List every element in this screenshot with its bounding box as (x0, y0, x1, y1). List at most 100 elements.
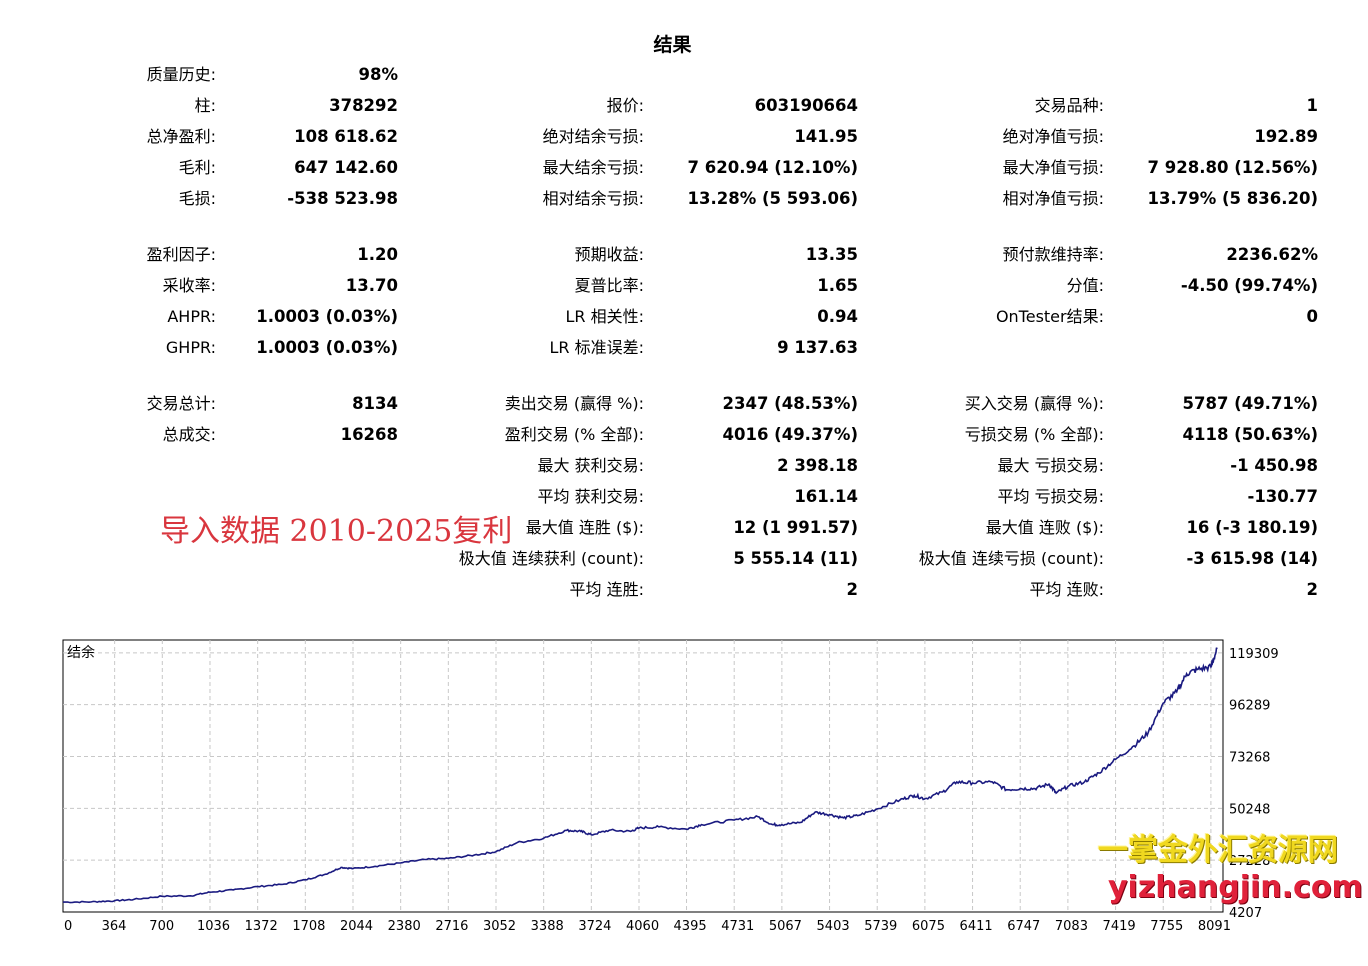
stat-value: 2 (846, 580, 858, 599)
stat-value: 647 142.60 (294, 158, 398, 177)
y-tick-label: 27228 (1229, 854, 1270, 869)
stat-label: LR 标准误差: (549, 338, 644, 357)
stat-label: 卖出交易 (赢得 %): (504, 394, 644, 413)
y-tick-label: 73268 (1229, 750, 1270, 765)
stat-value: 108 618.62 (294, 127, 398, 146)
stat-label: 最大结余亏损: (542, 158, 644, 177)
y-tick-label: 4207 (1229, 906, 1262, 921)
stat-label: 极大值 连续获利 (count): (458, 549, 644, 568)
stat-value: 98% (358, 65, 399, 84)
x-tick-label: 4060 (626, 919, 659, 934)
x-tick-label: 3052 (483, 919, 516, 934)
stat-label: 平均 亏损交易: (997, 487, 1104, 506)
stat-label: 总净盈利: (146, 127, 216, 146)
stat-value: 161.14 (794, 487, 858, 506)
stat-label: AHPR: (167, 307, 216, 326)
x-tick-label: 1708 (292, 919, 325, 934)
balance-series-line (63, 647, 1218, 904)
stat-value: -3 615.98 (14) (1186, 549, 1318, 568)
stat-label: 交易品种: (1034, 96, 1104, 115)
balance-chart: 119309 96289 73268 50248 27228 4207 0 364 700 103… (0, 630, 1368, 962)
x-tick-label: 700 (149, 919, 174, 934)
x-tick-label: 0 (64, 919, 72, 934)
stat-value: 4118 (50.63%) (1182, 425, 1318, 444)
watermark-line2: yizhangjin.com (1108, 870, 1363, 905)
x-tick-label: 3388 (531, 919, 564, 934)
stat-label: LR 相关性: (565, 307, 644, 326)
x-tick-label: 6075 (912, 919, 945, 934)
x-tick-label: 7755 (1150, 919, 1183, 934)
y-tick-label: 96289 (1229, 699, 1270, 714)
balance-chart-svg: 119309 96289 73268 50248 27228 4207 0 364 700 103… (62, 639, 1279, 934)
stat-label: 最大净值亏损: (1002, 158, 1104, 177)
stat-value: 16268 (340, 425, 398, 444)
stat-value: 1.65 (817, 276, 858, 295)
x-tick-label: 8091 (1198, 919, 1231, 934)
stat-value: 5 555.14 (11) (733, 549, 858, 568)
x-tick-label: 2044 (340, 919, 373, 934)
x-tick-label: 4731 (721, 919, 754, 934)
stat-label: GHPR: (165, 338, 216, 357)
stat-value: 2236.62% (1226, 245, 1318, 264)
results-title: 结果 (653, 34, 692, 56)
x-tick-label: 7419 (1103, 919, 1136, 934)
stat-value: 7 620.94 (12.10%) (687, 158, 858, 177)
watermark-line1: 一掌金外汇资源网 (1098, 833, 1338, 868)
chart-frame (62, 639, 1224, 913)
x-tick-label: 6747 (1007, 919, 1040, 934)
stat-label: 柱: (194, 96, 216, 115)
stat-value: 13.70 (345, 276, 398, 295)
stat-label: 盈利交易 (% 全部): (504, 425, 644, 444)
stat-label: 采收率: (162, 276, 216, 295)
stat-value: 2347 (48.53%) (722, 394, 858, 413)
stat-value: 1.0003 (0.03%) (256, 307, 398, 326)
stat-label: 绝对结余亏损: (542, 127, 644, 146)
stat-label: 平均 获利交易: (537, 487, 644, 506)
stat-value: 0.94 (817, 307, 858, 326)
stat-value: 9 137.63 (777, 338, 858, 357)
stat-label: 平均 连败: (1029, 580, 1104, 599)
stat-label: 相对净值亏损: (1002, 189, 1104, 208)
stat-label: 极大值 连续亏损 (count): (918, 549, 1104, 568)
x-tick-label: 2380 (388, 919, 421, 934)
stat-label: 相对结余亏损: (542, 189, 644, 208)
stat-label: OnTester结果: (995, 307, 1104, 326)
stat-value: 16 (-3 180.19) (1186, 518, 1318, 537)
chart-title: 结余 (67, 644, 95, 661)
stat-value: -130.77 (1247, 487, 1318, 506)
stat-value: 4016 (49.37%) (722, 425, 858, 444)
x-tick-label: 6411 (960, 919, 993, 934)
stat-label: 最大 获利交易: (537, 456, 644, 475)
x-tick-label: 1372 (245, 919, 278, 934)
stat-value: 13.28% (5 593.06) (687, 189, 858, 208)
stat-value: 1.20 (357, 245, 398, 264)
stat-value: 12 (1 991.57) (733, 518, 858, 537)
x-tick-label: 3724 (578, 919, 611, 934)
stat-label: 亏损交易 (% 全部): (964, 425, 1104, 444)
x-tick-label: 5403 (817, 919, 850, 934)
x-tick-label: 7083 (1055, 919, 1088, 934)
stat-label: 买入交易 (赢得 %): (964, 394, 1104, 413)
x-tick-label: 1036 (197, 919, 230, 934)
x-tick-label: 4395 (674, 919, 707, 934)
stat-label: 最大值 连败 ($): (985, 518, 1104, 537)
stat-value: -1 450.98 (1230, 456, 1318, 475)
stat-value: 192.89 (1254, 127, 1318, 146)
stat-label: 总成交: (162, 425, 216, 444)
y-tick-label: 50248 (1229, 802, 1270, 817)
stat-label: 交易总计: (146, 394, 216, 413)
stat-value: 5787 (49.71%) (1182, 394, 1318, 413)
stat-value: 8134 (352, 394, 398, 413)
stat-value: 1 (1306, 96, 1318, 115)
stat-value: 2 (1306, 580, 1318, 599)
stat-value: 1.0003 (0.03%) (256, 338, 398, 357)
stat-label: 预付款维持率: (1002, 245, 1104, 264)
stat-label: 夏普比率: (574, 276, 644, 295)
stat-label: 最大 亏损交易: (997, 456, 1104, 475)
stat-value: 7 928.80 (12.56%) (1147, 158, 1318, 177)
x-tick-label: 2716 (435, 919, 468, 934)
stat-value: 13.35 (805, 245, 858, 264)
stat-value: 378292 (329, 96, 398, 115)
x-tick-label: 364 (102, 919, 127, 934)
y-tick-label: 119309 (1229, 647, 1279, 662)
